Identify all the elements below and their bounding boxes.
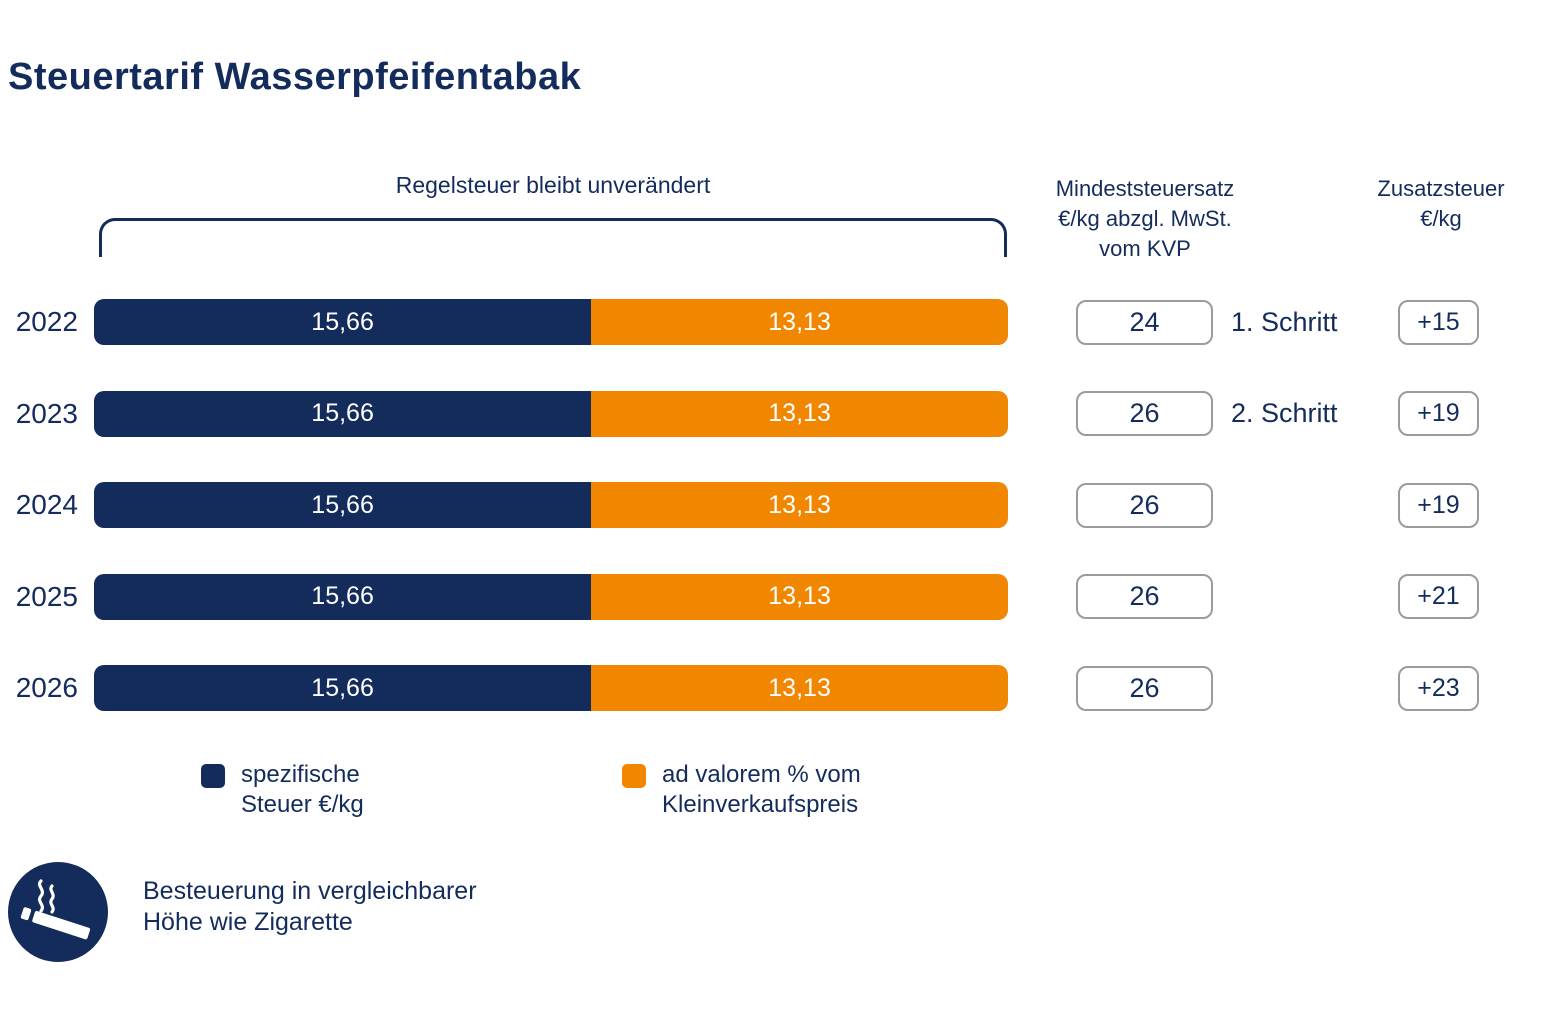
mindeststeuersatz-value-box: 26 [1076,391,1213,436]
bar-value-label: 13,13 [768,307,831,336]
year-label: 2023 [15,397,78,429]
legend-swatch-specific-icon [201,764,225,788]
stacked-bar: 15,66 13,13 [94,299,1008,345]
table-row: 2023 15,66 13,13 26 2. Schritt +19 [0,390,1479,437]
mindeststeuersatz-value-box: 26 [1076,665,1213,711]
bar-value-label: 13,13 [768,582,831,610]
stacked-bar: 15,66 13,13 [94,390,1008,437]
stacked-bar: 15,66 13,13 [94,665,1008,711]
year-label: 2022 [15,306,78,337]
bar-segment-specific: 15,66 [94,573,592,620]
bar-value-label: 13,13 [768,490,831,519]
mindeststeuersatz-value-box: 26 [1076,482,1213,528]
bar-segment-advalorem: 13,13 [591,299,1008,345]
stacked-bar: 15,66 13,13 [94,482,1008,528]
footer-note: Besteuerung in vergleichbarer Höhe wie Z… [143,877,477,936]
bar-segment-advalorem: 13,13 [591,482,1008,528]
zusatzsteuer-value-box: +19 [1398,482,1479,528]
bar-value-label: 13,13 [768,399,831,427]
bar-segment-advalorem: 13,13 [591,665,1008,711]
bar-segment-specific: 15,66 [94,390,592,437]
legend-item-advalorem: ad valorem % vom Kleinverkaufspreis [622,760,861,820]
bar-value-label: 13,13 [768,673,831,702]
bar-segment-advalorem: 13,13 [591,390,1008,437]
bar-value-label: 15,66 [311,399,374,427]
year-label: 2025 [15,580,78,612]
schritt-label: 2. Schritt [1231,398,1338,428]
bar-value-label: 15,66 [311,582,374,610]
stacked-bar: 15,66 13,13 [94,573,1008,620]
zusatzsteuer-value-box: +21 [1398,574,1479,619]
table-row: 2025 15,66 13,13 26 +21 [0,573,1479,620]
legend-label: ad valorem % vom Kleinverkaufspreis [662,761,861,818]
zusatzsteuer-value-box: +23 [1398,665,1479,711]
year-label: 2026 [15,672,78,703]
column-header-zusatzsteuer: Zusatzsteuer €/kg [1377,176,1505,231]
bar-segment-specific: 15,66 [94,482,592,528]
mindeststeuersatz-value-box: 24 [1076,299,1213,345]
chart-rows: 2022 15,66 13,13 24 1. Schritt +15 2023 … [0,299,1479,757]
legend-label: spezifische Steuer €/kg [241,761,364,818]
cigarette-icon [8,862,108,962]
page-title: Steuertarif Wasserpfeifentabak [8,56,582,98]
bracket-label: Regelsteuer bleibt unverändert [395,172,711,198]
zusatzsteuer-value-box: +19 [1398,391,1479,436]
bracket [99,218,1007,257]
table-row: 2022 15,66 13,13 24 1. Schritt +15 [0,299,1479,345]
bar-value-label: 15,66 [311,673,374,702]
legend-item-specific: spezifische Steuer €/kg [201,760,364,820]
schritt-label: 1. Schritt [1231,306,1338,337]
bar-segment-advalorem: 13,13 [591,573,1008,620]
table-row: 2026 15,66 13,13 26 +23 [0,665,1479,711]
zusatzsteuer-value-box: +15 [1398,299,1479,345]
legend-swatch-advalorem-icon [622,764,646,788]
bar-value-label: 15,66 [311,307,374,336]
column-header-mindeststeuersatz: Mindeststeuersatz €/kg abzgl. MwSt. vom … [1055,176,1235,261]
bar-segment-specific: 15,66 [94,299,592,345]
table-row: 2024 15,66 13,13 26 +19 [0,482,1479,528]
year-label: 2024 [15,489,78,520]
bar-segment-specific: 15,66 [94,665,592,711]
bar-value-label: 15,66 [311,490,374,519]
mindeststeuersatz-value-box: 26 [1076,574,1213,619]
